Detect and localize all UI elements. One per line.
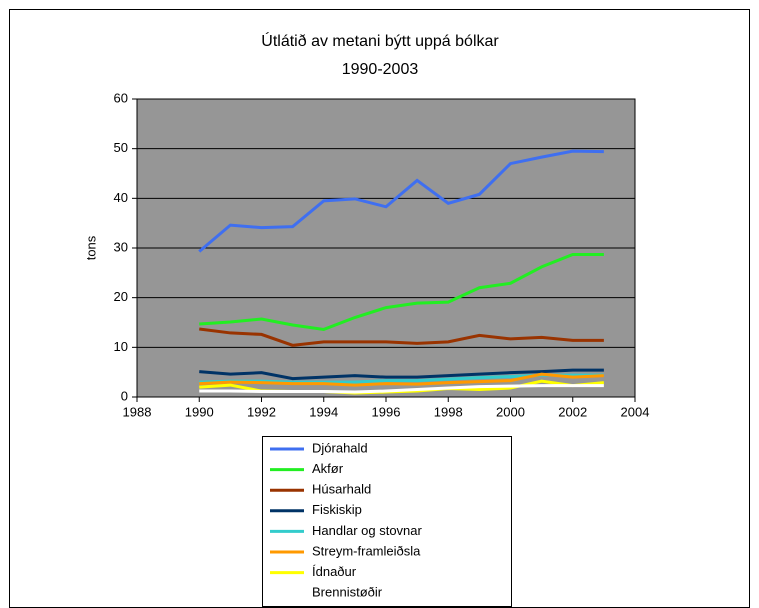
y-tick-label: 0 <box>121 388 128 403</box>
x-tick-label: 1990 <box>185 404 214 419</box>
series-line <box>199 368 604 381</box>
legend-label: Húsarhald <box>312 482 371 497</box>
x-tick-label: 1994 <box>309 404 338 419</box>
x-tick-label: 2004 <box>621 404 650 419</box>
legend-label: Ídnaður <box>312 564 357 579</box>
legend-label: Handlar og stovnar <box>312 523 423 538</box>
x-tick-label: 1996 <box>372 404 401 419</box>
series-line <box>198 149 604 253</box>
series-line <box>199 327 604 347</box>
y-tick-label: 40 <box>114 190 128 205</box>
series-line <box>199 372 604 387</box>
legend-label: Brennistøðir <box>312 585 383 600</box>
legend-label: Djórahald <box>312 440 368 455</box>
y-axis-label: tons <box>83 235 98 260</box>
y-tick-label: 20 <box>114 289 128 304</box>
y-tick-label: 50 <box>114 140 128 155</box>
series-line <box>199 384 604 394</box>
x-tick-label: 1988 <box>123 404 152 419</box>
legend-label: Fiskiskip <box>312 502 362 517</box>
y-tick-label: 10 <box>114 339 128 354</box>
chart-title: Útlátið av metani býtt uppá bólkar <box>261 31 499 50</box>
x-tick-label: 2002 <box>558 404 587 419</box>
y-tick-label: 30 <box>114 239 128 254</box>
legend-box <box>262 436 512 607</box>
x-tick-label: 2000 <box>496 404 525 419</box>
legend-label: Akfør <box>312 461 344 476</box>
chart-subtitle: 1990-2003 <box>342 61 419 78</box>
x-tick-label: 1992 <box>247 404 276 419</box>
plot-border <box>136 98 636 398</box>
legend-label: Streym-framleiðsla <box>312 543 421 558</box>
x-tick-label: 1998 <box>434 404 463 419</box>
series-line <box>199 252 604 331</box>
y-tick-label: 60 <box>114 90 128 105</box>
